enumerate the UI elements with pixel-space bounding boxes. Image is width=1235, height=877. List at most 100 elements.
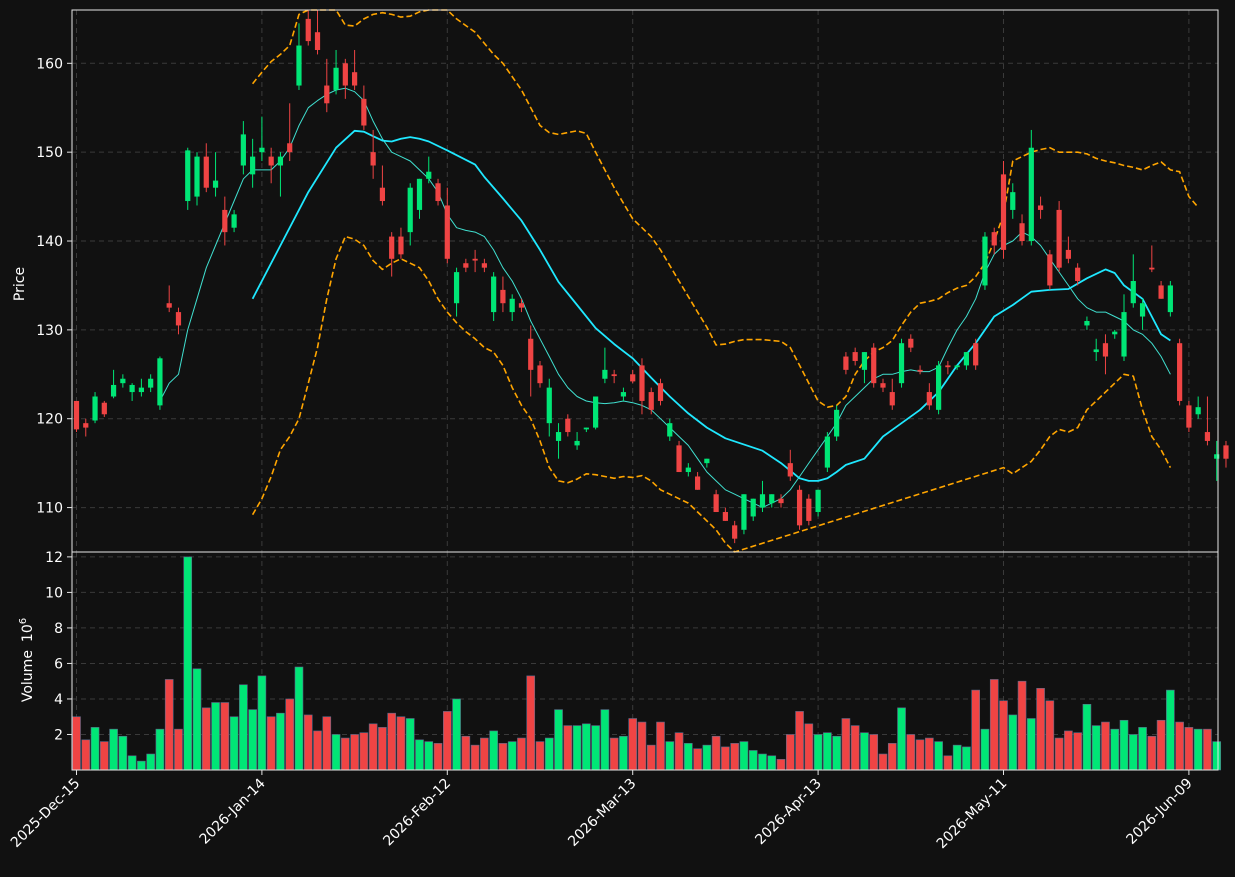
candle-down	[528, 325, 534, 397]
candle-down	[463, 258, 469, 273]
volume-bar-up	[146, 753, 155, 771]
volume-tick-label: 10	[45, 585, 63, 601]
candle-down	[222, 196, 228, 246]
volume-bar-down	[498, 743, 508, 771]
candle-down	[611, 369, 617, 384]
candle-down	[648, 387, 654, 415]
candle-up	[1010, 183, 1016, 219]
candle-down	[880, 378, 886, 393]
volume-bar-down	[100, 741, 109, 771]
volume-bar-up	[239, 684, 248, 771]
candle-up	[741, 494, 747, 535]
candle-body	[1065, 249, 1071, 259]
candle-down	[722, 507, 728, 521]
candle-body	[537, 365, 543, 384]
candle-down	[694, 472, 701, 490]
candle-up	[963, 352, 970, 370]
volume-tick-label: 12	[45, 550, 63, 566]
volume-bar-down	[174, 728, 183, 771]
candle-body	[352, 72, 358, 86]
candle-body	[120, 378, 126, 384]
candle-up	[1093, 338, 1099, 361]
candle-body	[750, 498, 756, 517]
candle-down	[370, 129, 376, 179]
volume-bar-up	[748, 750, 758, 771]
candle-down	[389, 232, 395, 277]
volume-bar-up	[980, 728, 990, 771]
candle-body	[769, 494, 775, 504]
candle-body	[203, 156, 209, 188]
candle-up	[120, 374, 126, 388]
candle-body	[296, 45, 302, 86]
candle-body	[250, 156, 256, 175]
volume-tick-label: 4	[54, 692, 63, 708]
volume-bar-up	[424, 741, 434, 771]
candle-body	[370, 152, 376, 166]
volume-bar-up	[544, 737, 554, 771]
volume-bar-up	[248, 709, 257, 771]
volume-bar-down	[1101, 721, 1110, 771]
volume-bar-down	[535, 741, 545, 771]
candle-down	[101, 400, 107, 417]
candle-down	[379, 165, 386, 206]
volume-bar-down	[943, 755, 953, 771]
candle-down	[1102, 334, 1109, 375]
volume-bar-down	[721, 746, 730, 771]
bollinger-lower-line	[251, 235, 1172, 553]
bollinger-upper-line	[251, 9, 1199, 408]
candle-body	[379, 187, 386, 202]
candle-body	[685, 467, 691, 473]
candle-up	[157, 356, 163, 410]
candle-up	[593, 396, 599, 430]
candle-down	[852, 347, 858, 366]
candle-body	[1204, 432, 1211, 441]
volume-bar-down	[1054, 737, 1064, 771]
candle-body	[917, 369, 923, 372]
candle-body	[407, 187, 413, 233]
volume-bar-down	[1036, 688, 1045, 771]
volume-bar-down	[563, 725, 573, 771]
candle-body	[889, 392, 895, 406]
candle-body	[648, 392, 654, 410]
candle-down	[908, 334, 914, 353]
candle-up	[1214, 440, 1220, 481]
volume-bar-down	[220, 702, 230, 771]
volume-axis-ticks: 2 4 6 8 10 12	[45, 550, 72, 743]
volume-axis-label: Volume 106	[18, 618, 36, 702]
candle-body	[583, 427, 589, 430]
candle-body	[342, 63, 348, 86]
candle-body	[639, 365, 645, 401]
candle-down	[342, 58, 348, 99]
volume-bar-down	[1147, 735, 1157, 771]
candle-up	[277, 152, 284, 197]
candle-down	[287, 103, 293, 162]
volume-bar-down	[850, 725, 860, 771]
candle-body	[1195, 407, 1201, 415]
candle-body	[787, 463, 793, 477]
candle-body	[1158, 285, 1164, 299]
candle-body	[231, 214, 237, 228]
candle-body	[963, 352, 970, 366]
candle-body	[185, 150, 191, 202]
volume-bar-down	[1045, 700, 1055, 771]
candle-up	[1195, 396, 1201, 419]
candle-down	[1186, 400, 1192, 433]
candle-up	[509, 294, 515, 321]
volume-bar-up	[118, 735, 128, 771]
candle-up	[546, 378, 552, 437]
candle-body	[1121, 312, 1127, 357]
volume-bar-down	[313, 730, 322, 771]
volume-bar-up	[1008, 714, 1018, 771]
candle-body	[138, 387, 144, 393]
volume-bar-down	[350, 734, 359, 771]
candle-up	[212, 152, 219, 197]
volume-bar-up	[684, 743, 693, 771]
candle-up	[416, 178, 423, 219]
candle-down	[1037, 196, 1044, 219]
candle-body	[1102, 343, 1109, 357]
candle-up	[555, 423, 562, 459]
volume-bar-up	[1212, 741, 1222, 771]
candle-up	[1112, 329, 1118, 339]
candle-up	[667, 418, 673, 441]
candle-body	[277, 156, 284, 166]
